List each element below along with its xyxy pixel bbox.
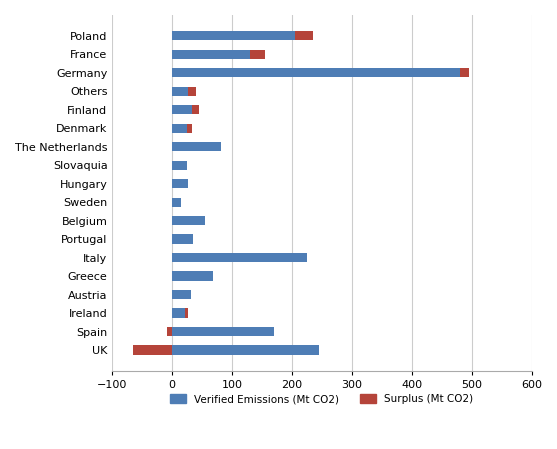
Bar bbox=[172, 308, 185, 317]
Bar bbox=[172, 31, 295, 40]
Bar bbox=[172, 327, 274, 336]
Bar bbox=[295, 31, 313, 40]
Bar bbox=[187, 123, 192, 133]
Bar bbox=[250, 50, 265, 59]
Bar bbox=[133, 345, 172, 355]
Bar bbox=[172, 198, 181, 207]
Bar bbox=[168, 327, 172, 336]
Bar bbox=[172, 272, 213, 281]
Bar bbox=[172, 234, 193, 244]
Bar bbox=[172, 68, 460, 77]
Bar bbox=[172, 50, 250, 59]
Bar bbox=[172, 345, 319, 355]
Bar bbox=[172, 87, 188, 96]
Bar bbox=[172, 123, 187, 133]
Bar bbox=[172, 290, 192, 299]
Bar bbox=[188, 87, 196, 96]
Bar bbox=[185, 308, 188, 317]
Bar bbox=[172, 105, 192, 114]
Bar bbox=[172, 142, 221, 151]
Bar bbox=[192, 105, 199, 114]
Bar bbox=[172, 216, 205, 225]
Bar bbox=[172, 161, 187, 170]
Bar bbox=[172, 179, 188, 188]
Bar bbox=[460, 68, 468, 77]
Legend: Verified Emissions (Mt CO2), Surplus (Mt CO2): Verified Emissions (Mt CO2), Surplus (Mt… bbox=[167, 390, 477, 408]
Bar bbox=[172, 253, 307, 262]
